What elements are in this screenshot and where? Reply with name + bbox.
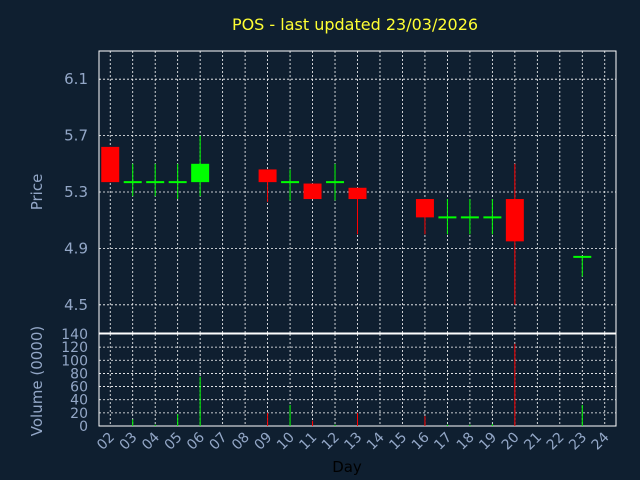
x-tick-label: 18 <box>454 430 478 454</box>
x-tick-label: 24 <box>589 429 613 453</box>
x-tick-label: 09 <box>251 430 275 454</box>
chart-title: POS - last updated 23/03/2026 <box>232 15 478 34</box>
x-axis-label: Day <box>332 458 362 476</box>
price-plot-frame <box>98 50 617 334</box>
x-tick-label: 02 <box>94 430 118 454</box>
candle-body <box>348 187 367 200</box>
volume-gridlines <box>99 333 616 427</box>
x-tick-label: 13 <box>341 430 365 454</box>
x-tick-label: 14 <box>364 429 388 453</box>
volume-y-tick-label: 80 <box>70 366 88 382</box>
x-tick-label: 10 <box>274 430 298 454</box>
candle-body <box>258 169 277 183</box>
x-tick-label: 16 <box>409 429 433 453</box>
candle-body <box>191 163 210 183</box>
x-tick-label: 11 <box>296 430 320 454</box>
x-tick-label: 23 <box>566 430 590 454</box>
x-tick-label: 03 <box>117 430 141 454</box>
price-y-tick-label: 4.5 <box>64 296 88 314</box>
candle-body <box>505 199 524 242</box>
x-tick-label: 17 <box>431 430 455 454</box>
x-tick-label: 08 <box>229 430 253 454</box>
volume-y-tick-label: 40 <box>70 393 88 409</box>
price-y-tick-label: 4.9 <box>64 239 88 257</box>
price-y-tick-labels: 4.5 4.9 5.3 5.7 6.1 <box>64 70 88 314</box>
x-tick-label: 04 <box>139 429 163 453</box>
x-tick-label: 20 <box>499 430 523 454</box>
candle-body <box>303 183 322 200</box>
volume-y-tick-label: 60 <box>70 380 88 396</box>
x-tick-label: 05 <box>162 430 186 454</box>
x-tick-label: 07 <box>207 430 231 454</box>
volume-y-tick-label: 140 <box>61 327 88 343</box>
price-axis-label: Price <box>28 174 46 211</box>
x-tick-label: 06 <box>184 429 208 453</box>
candle-body <box>101 146 120 183</box>
volume-y-tick-label: 20 <box>70 406 88 422</box>
price-y-tick-label: 6.1 <box>64 70 88 88</box>
volume-axis-label: Volume (0000) <box>28 326 46 436</box>
x-tick-label: 12 <box>319 430 343 454</box>
x-tick-label: 19 <box>476 430 500 454</box>
price-candles <box>101 135 592 305</box>
x-tick-label: 15 <box>386 430 410 454</box>
x-tick-label: 21 <box>521 430 545 454</box>
volume-y-tick-label: 0 <box>79 419 88 435</box>
candle-body <box>415 199 434 218</box>
volume-bars <box>132 343 583 426</box>
x-tick-label: 22 <box>544 430 568 454</box>
price-y-tick-label: 5.7 <box>64 127 88 145</box>
price-y-tick-label: 5.3 <box>64 183 88 201</box>
x-tick-labels: 0203040506070809101112131415161718192021… <box>94 429 612 453</box>
volume-y-tick-label: 100 <box>61 353 88 369</box>
volume-y-tick-label: 120 <box>61 340 88 356</box>
